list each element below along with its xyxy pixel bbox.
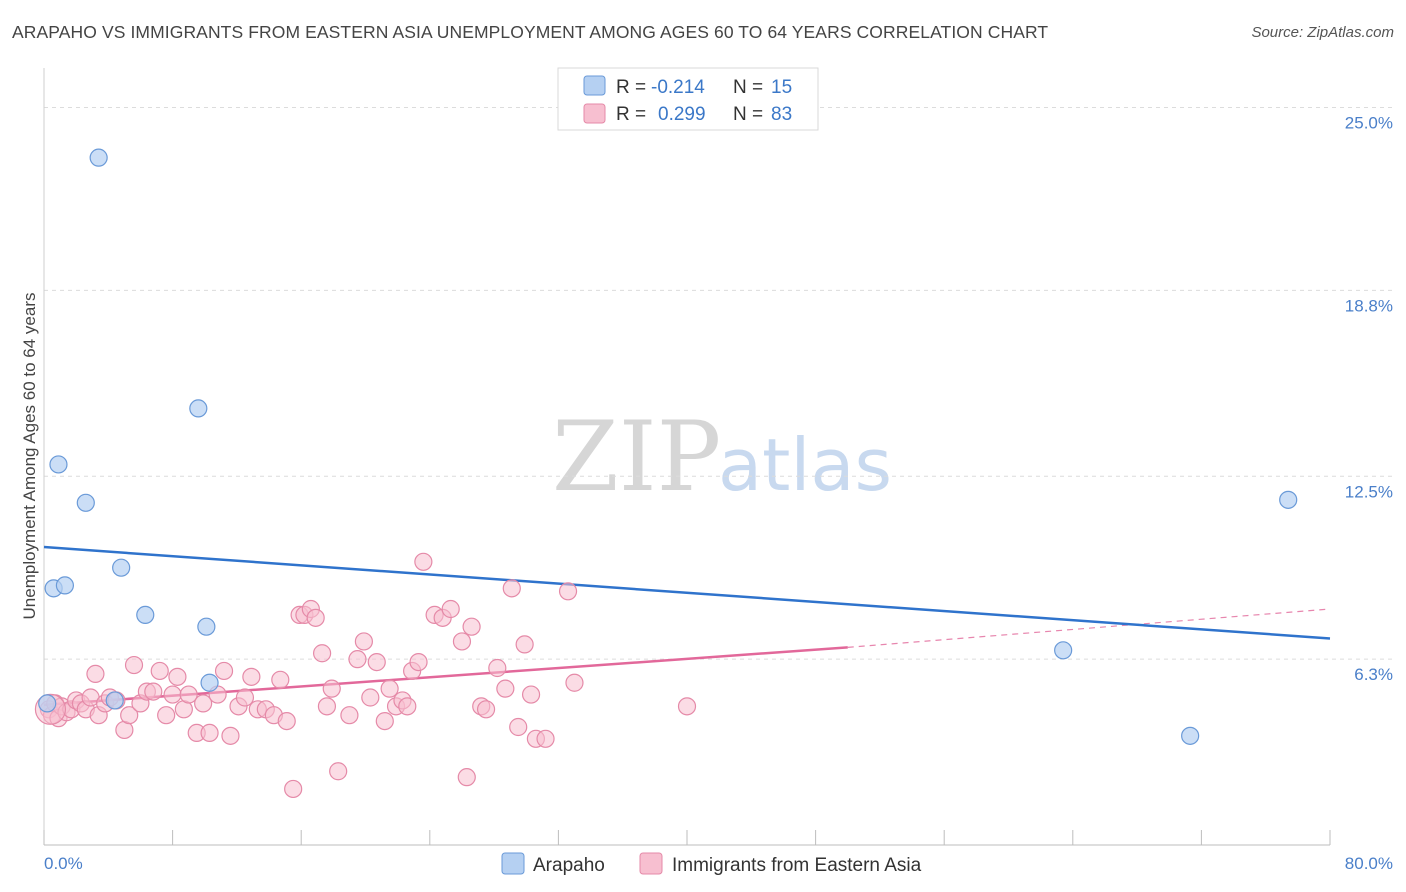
immigrants-point — [457, 768, 476, 787]
bottom-legend-swatch-arapaho — [501, 852, 525, 875]
arapaho-point — [105, 691, 124, 710]
immigrants-point — [375, 711, 394, 731]
legend-r-value-immigrants: 0.299 — [658, 104, 706, 125]
immigrants-point — [144, 682, 163, 701]
legend-n-label-2: N = — [733, 104, 763, 125]
arapaho-point — [189, 399, 208, 418]
immigrants-point — [452, 632, 472, 651]
legend-r-value-arapaho: -0.214 — [651, 77, 705, 98]
immigrants-point — [235, 688, 255, 707]
correlation-legend: R = -0.214 N = 15 R = 0.299 N = 83 — [557, 67, 819, 131]
immigrants-point — [86, 664, 105, 684]
immigrants-point — [214, 661, 234, 681]
immigrants-point — [677, 697, 697, 716]
immigrants-point — [120, 706, 139, 725]
immigrants-point — [277, 711, 296, 731]
arapaho-point — [49, 455, 68, 474]
arapaho-point — [38, 694, 57, 713]
x-tick-label: 0.0% — [44, 854, 83, 873]
watermark-zip: ZIP — [552, 401, 721, 513]
immigrants-point — [380, 679, 399, 698]
immigrants-point — [509, 717, 528, 737]
arapaho-point — [55, 576, 74, 595]
immigrants-point — [168, 667, 187, 686]
arapaho-point — [89, 148, 108, 167]
arapaho-point — [136, 605, 155, 625]
immigrants-point — [271, 670, 290, 689]
immigrants-point — [361, 688, 380, 707]
gridlines — [44, 107, 1395, 660]
immigrants-point — [340, 706, 359, 725]
immigrants-point — [150, 661, 169, 681]
immigrants-point — [476, 700, 496, 719]
y-tick-label: 18.8% — [1345, 296, 1393, 315]
data-points — [34, 148, 1298, 799]
immigrants-point — [284, 779, 303, 799]
arapaho-point — [1279, 490, 1298, 509]
arapaho-point — [76, 493, 95, 512]
arapaho-point — [200, 673, 219, 692]
immigrants-point — [242, 667, 261, 686]
arapaho-point — [1181, 726, 1200, 745]
source-label: Source: ZipAtlas.com — [1251, 24, 1394, 41]
bottom-legend-immigrants: Immigrants from Eastern Asia — [672, 855, 922, 876]
immigrants-point — [488, 658, 507, 678]
y-axis-label: Unemployment Among Ages 60 to 64 years — [20, 293, 39, 620]
immigrants-point — [536, 729, 555, 748]
legend-r-label-2: R = — [616, 104, 646, 125]
immigrants-point — [441, 599, 460, 619]
immigrants-point — [163, 685, 182, 704]
arapaho-point — [112, 558, 131, 577]
immigrants-point — [194, 694, 213, 713]
y-tick-label: 12.5% — [1345, 482, 1393, 501]
chart-title: ARAPAHO VS IMMIGRANTS FROM EASTERN ASIA … — [12, 22, 1049, 42]
immigrants-point — [306, 608, 325, 627]
legend-r-label-1: R = — [616, 77, 646, 98]
legend-swatch-arapaho — [583, 75, 606, 96]
bottom-legend-swatch-immigrants — [639, 852, 663, 875]
immigrants-point — [502, 579, 521, 598]
watermark-atlas: atlas — [718, 423, 892, 507]
immigrants-point — [179, 685, 198, 704]
arapaho-point — [197, 617, 216, 636]
immigrants-point — [322, 679, 341, 698]
immigrants-point — [124, 655, 144, 675]
series-legend: Arapaho Immigrants from Eastern Asia — [501, 852, 922, 876]
immigrants-point — [462, 617, 481, 636]
legend-n-value-immigrants: 83 — [771, 104, 792, 125]
trend-lines — [43, 545, 1331, 707]
x-tick-label: 80.0% — [1345, 854, 1393, 873]
immigrants-point — [317, 697, 337, 716]
immigrants-point — [221, 726, 240, 745]
bottom-legend-arapaho: Arapaho — [533, 855, 605, 876]
immigrants-point — [521, 685, 541, 704]
legend-n-label-1: N = — [733, 77, 763, 98]
y-tick-label: 6.3% — [1354, 665, 1393, 684]
arapaho-point — [1054, 641, 1073, 660]
immigrants-point — [200, 723, 219, 743]
immigrants-point — [367, 652, 386, 672]
immigrants-point — [398, 697, 417, 716]
immigrants-point — [329, 762, 348, 781]
immigrants-point — [409, 652, 428, 672]
legend-swatch-immigrants — [583, 103, 606, 124]
immigrants-point — [312, 644, 332, 663]
immigrants-point — [558, 582, 578, 601]
immigrants-point — [157, 706, 176, 725]
watermark: ZIP atlas — [552, 401, 892, 513]
immigrants-point — [565, 673, 584, 692]
legend-n-value-arapaho: 15 — [771, 77, 792, 98]
immigrants-trend-extension — [847, 608, 1331, 648]
immigrants-point — [348, 650, 367, 669]
immigrants-point — [414, 552, 433, 571]
arapaho-trend-line — [43, 545, 1331, 640]
immigrants-point — [496, 679, 515, 698]
immigrants-point — [354, 632, 373, 651]
y-tick-label: 25.0% — [1345, 114, 1393, 133]
immigrants-point — [515, 635, 534, 654]
